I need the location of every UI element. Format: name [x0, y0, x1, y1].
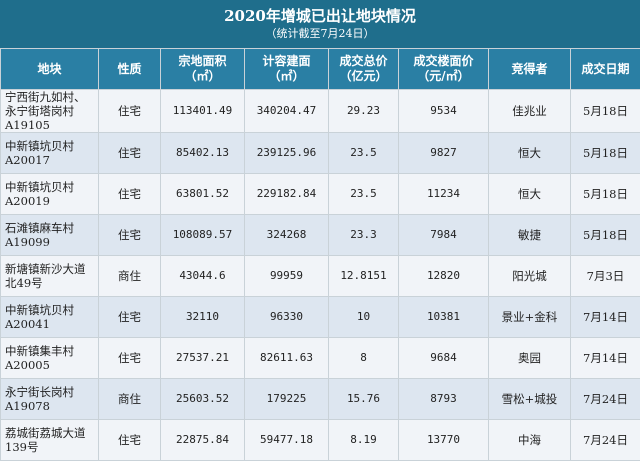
- table-row: 新塘镇新沙大道北49号 商住 43044.6 99959 12.8151 128…: [1, 256, 640, 297]
- table-row: 中新镇坑贝村A20017 住宅 85402.13 239125.96 23.5 …: [1, 133, 640, 174]
- cell-winner: 奥园: [489, 338, 571, 379]
- cell-site-area: 32110: [161, 297, 245, 338]
- cell-date: 7月3日: [571, 256, 640, 297]
- cell-total-price: 29.23: [329, 90, 399, 133]
- cell-parcel: 中新镇集丰村A20005: [1, 338, 99, 379]
- cell-floor-price: 11234: [399, 174, 489, 215]
- cell-total-price: 10: [329, 297, 399, 338]
- cell-use: 住宅: [99, 90, 161, 133]
- cell-total-price: 15.76: [329, 379, 399, 420]
- cell-parcel: 石滩镇麻车村A19099: [1, 215, 99, 256]
- cell-date: 5月18日: [571, 90, 640, 133]
- table-title-bar: 2020年增城已出让地块情况 （统计截至7月24日）: [0, 0, 640, 48]
- cell-date: 7月24日: [571, 420, 640, 461]
- cell-use: 住宅: [99, 215, 161, 256]
- cell-winner: 中海: [489, 420, 571, 461]
- col-header-winner: 竞得者: [489, 49, 571, 90]
- cell-gfa: 82611.63: [245, 338, 329, 379]
- table-header-row: 地块 性质 宗地面积（㎡） 计容建面（㎡） 成交总价（亿元） 成交楼面价（元/㎡…: [1, 49, 640, 90]
- cell-floor-price: 7984: [399, 215, 489, 256]
- col-header-total-price: 成交总价（亿元）: [329, 49, 399, 90]
- col-header-gfa: 计容建面（㎡）: [245, 49, 329, 90]
- cell-gfa: 96330: [245, 297, 329, 338]
- cell-date: 7月14日: [571, 297, 640, 338]
- col-header-parcel: 地块: [1, 49, 99, 90]
- cell-winner: 佳兆业: [489, 90, 571, 133]
- cell-use: 住宅: [99, 174, 161, 215]
- page-title: 2020年增城已出让地块情况: [0, 0, 640, 26]
- table-row: 中新镇坑贝村A20041 住宅 32110 96330 10 10381 景业+…: [1, 297, 640, 338]
- cell-site-area: 113401.49: [161, 90, 245, 133]
- cell-use: 住宅: [99, 420, 161, 461]
- cell-site-area: 108089.57: [161, 215, 245, 256]
- cell-winner: 敏捷: [489, 215, 571, 256]
- cell-gfa: 229182.84: [245, 174, 329, 215]
- cell-floor-price: 13770: [399, 420, 489, 461]
- col-header-site-area: 宗地面积（㎡）: [161, 49, 245, 90]
- cell-use: 商住: [99, 379, 161, 420]
- cell-parcel: 永宁街长岗村A19078: [1, 379, 99, 420]
- cell-use: 住宅: [99, 338, 161, 379]
- cell-gfa: 340204.47: [245, 90, 329, 133]
- table-row: 石滩镇麻车村A19099 住宅 108089.57 324268 23.3 79…: [1, 215, 640, 256]
- cell-winner: 恒大: [489, 174, 571, 215]
- cell-floor-price: 10381: [399, 297, 489, 338]
- cell-winner: 景业+金科: [489, 297, 571, 338]
- cell-date: 5月18日: [571, 215, 640, 256]
- cell-gfa: 59477.18: [245, 420, 329, 461]
- cell-floor-price: 9534: [399, 90, 489, 133]
- cell-site-area: 22875.84: [161, 420, 245, 461]
- cell-total-price: 8: [329, 338, 399, 379]
- cell-total-price: 23.3: [329, 215, 399, 256]
- cell-site-area: 25603.52: [161, 379, 245, 420]
- cell-gfa: 324268: [245, 215, 329, 256]
- cell-floor-price: 9684: [399, 338, 489, 379]
- land-parcels-table: 地块 性质 宗地面积（㎡） 计容建面（㎡） 成交总价（亿元） 成交楼面价（元/㎡…: [0, 48, 640, 461]
- cell-floor-price: 8793: [399, 379, 489, 420]
- table-row: 永宁街长岗村A19078 商住 25603.52 179225 15.76 87…: [1, 379, 640, 420]
- cell-site-area: 63801.52: [161, 174, 245, 215]
- cell-winner: 阳光城: [489, 256, 571, 297]
- cell-total-price: 12.8151: [329, 256, 399, 297]
- cell-parcel: 宁西街九如村、永宁街塔岗村A19105: [1, 90, 99, 133]
- cell-total-price: 23.5: [329, 133, 399, 174]
- cell-use: 住宅: [99, 133, 161, 174]
- cell-site-area: 43044.6: [161, 256, 245, 297]
- cell-date: 5月18日: [571, 133, 640, 174]
- cell-date: 7月14日: [571, 338, 640, 379]
- cell-parcel: 中新镇坑贝村A20041: [1, 297, 99, 338]
- cell-parcel: 荔城街荔城大道139号: [1, 420, 99, 461]
- cell-gfa: 239125.96: [245, 133, 329, 174]
- table-row: 中新镇坑贝村A20019 住宅 63801.52 229182.84 23.5 …: [1, 174, 640, 215]
- cell-winner: 恒大: [489, 133, 571, 174]
- col-header-floor-price: 成交楼面价（元/㎡）: [399, 49, 489, 90]
- cell-total-price: 8.19: [329, 420, 399, 461]
- cell-parcel: 中新镇坑贝村A20017: [1, 133, 99, 174]
- cell-floor-price: 9827: [399, 133, 489, 174]
- cell-date: 7月24日: [571, 379, 640, 420]
- cell-date: 5月18日: [571, 174, 640, 215]
- cell-floor-price: 12820: [399, 256, 489, 297]
- table-row: 宁西街九如村、永宁街塔岗村A19105 住宅 113401.49 340204.…: [1, 90, 640, 133]
- cell-site-area: 85402.13: [161, 133, 245, 174]
- cell-winner: 雪松+城投: [489, 379, 571, 420]
- cell-site-area: 27537.21: [161, 338, 245, 379]
- cell-total-price: 23.5: [329, 174, 399, 215]
- cell-parcel: 中新镇坑贝村A20019: [1, 174, 99, 215]
- table-row: 中新镇集丰村A20005 住宅 27537.21 82611.63 8 9684…: [1, 338, 640, 379]
- table-row: 荔城街荔城大道139号 住宅 22875.84 59477.18 8.19 13…: [1, 420, 640, 461]
- cell-gfa: 99959: [245, 256, 329, 297]
- page-subtitle: （统计截至7月24日）: [0, 26, 640, 42]
- col-header-date: 成交日期: [571, 49, 640, 90]
- cell-use: 住宅: [99, 297, 161, 338]
- cell-gfa: 179225: [245, 379, 329, 420]
- col-header-use: 性质: [99, 49, 161, 90]
- cell-use: 商住: [99, 256, 161, 297]
- cell-parcel: 新塘镇新沙大道北49号: [1, 256, 99, 297]
